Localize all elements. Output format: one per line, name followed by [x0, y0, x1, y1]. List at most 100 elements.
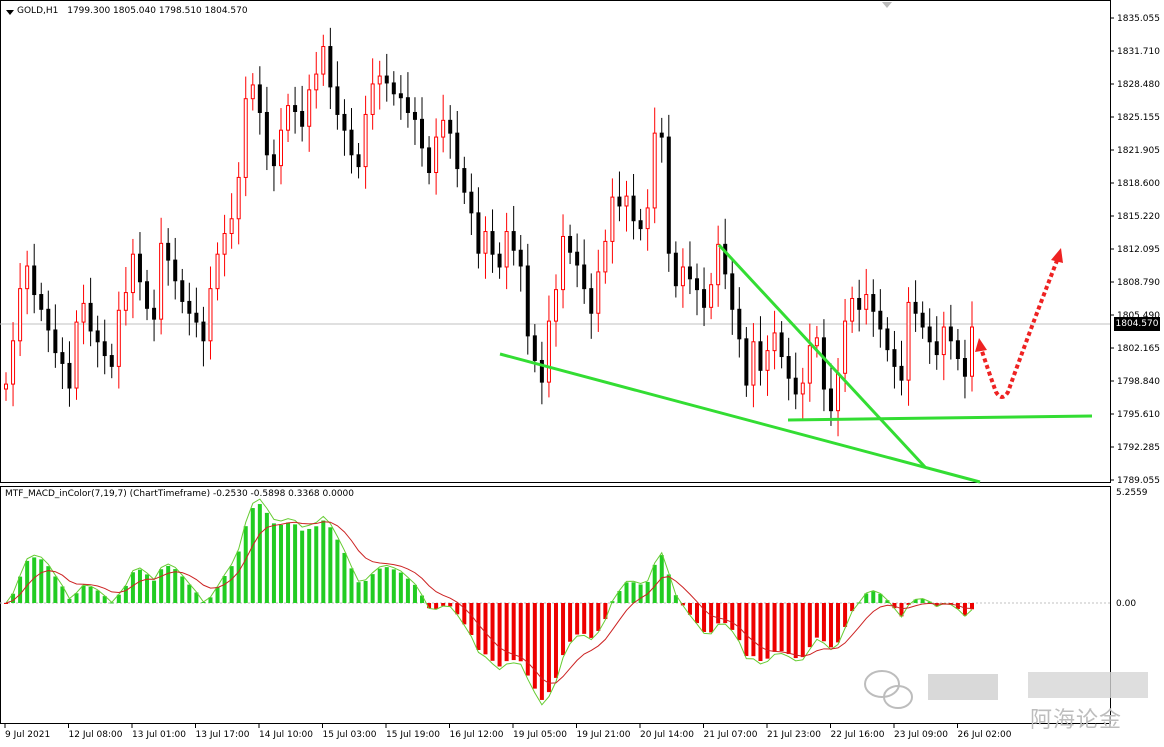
histogram-bar — [645, 581, 650, 603]
histogram-bar — [807, 603, 812, 648]
candle-body — [349, 129, 354, 156]
histogram-bar — [412, 584, 417, 603]
candle-body — [695, 278, 700, 291]
histogram-bar — [257, 504, 262, 603]
candle-body — [518, 249, 523, 267]
histogram-bar — [434, 603, 439, 610]
candle-body — [370, 83, 375, 115]
histogram-bar — [765, 603, 770, 659]
upper-wedge-trendline[interactable] — [717, 243, 927, 469]
candle-body — [589, 288, 594, 314]
histogram-bar — [384, 567, 389, 603]
price-tick-label: 1812.095 — [1117, 245, 1160, 255]
symbol-dropdown-icon[interactable] — [6, 10, 14, 15]
candle-body — [434, 136, 439, 174]
histogram-bar — [553, 603, 558, 678]
histogram-bar — [955, 603, 960, 609]
time-tick-label: 19 Jul 21:00 — [577, 730, 631, 740]
candle-body — [955, 340, 960, 360]
candle-body — [222, 233, 227, 255]
histogram-bar — [828, 603, 833, 648]
candle-body — [800, 382, 805, 395]
candle-body — [391, 82, 396, 95]
candle-body — [793, 377, 798, 395]
histogram-bar — [878, 593, 883, 603]
histogram-bar — [314, 526, 319, 603]
histogram-bar — [222, 576, 227, 603]
histogram-bar — [850, 603, 855, 612]
candle-body — [286, 105, 291, 131]
histogram-bar — [906, 603, 911, 605]
candle-body — [962, 358, 967, 377]
histogram-bar — [836, 603, 841, 643]
candle-body — [709, 284, 714, 308]
histogram-bar — [328, 527, 333, 603]
candle-body — [53, 329, 58, 354]
candle-body — [264, 111, 269, 156]
wechat-icon — [864, 670, 913, 709]
price-tick-label: 1808.790 — [1117, 278, 1160, 288]
time-tick-label: 9 Jul 2021 — [5, 730, 50, 740]
candle-body — [116, 309, 121, 367]
lower-wedge-trendline[interactable] — [499, 352, 981, 484]
histogram-bar — [772, 603, 777, 652]
price-tick-label: 1805.490 — [1117, 311, 1160, 321]
support-trendline[interactable] — [787, 414, 1093, 422]
chart-shift-marker-icon[interactable] — [882, 2, 892, 8]
histogram-bar — [814, 603, 819, 638]
candlestick-series — [4, 27, 974, 437]
histogram-bar — [617, 591, 622, 603]
candle-body — [405, 97, 410, 113]
candle-body — [18, 288, 23, 342]
candle-body — [123, 292, 128, 311]
histogram-bar — [546, 603, 551, 693]
histogram-bar — [596, 603, 601, 631]
chart-header: GOLD,H1 1799.300 1805.040 1798.510 1804.… — [17, 6, 248, 16]
candle-body — [377, 75, 382, 85]
histogram-bar — [723, 603, 728, 624]
histogram-bar — [342, 552, 347, 603]
projection-arrow-start-icon — [975, 338, 987, 352]
histogram-bar — [843, 603, 848, 627]
histogram-bar — [74, 593, 79, 603]
histogram-bar — [427, 603, 432, 609]
histogram-bar — [518, 603, 523, 662]
candle-body — [60, 352, 65, 364]
candle-body — [765, 350, 770, 371]
candle-body — [208, 288, 213, 342]
candle-body — [624, 195, 629, 207]
indicator-zero-label: 0.00 — [1116, 599, 1136, 609]
histogram-bar — [95, 590, 100, 603]
histogram-bar — [102, 596, 107, 603]
candle-body — [81, 302, 86, 323]
histogram-bar — [603, 603, 608, 620]
candle-body — [229, 218, 234, 235]
histogram-bar — [758, 603, 763, 662]
candle-body — [645, 207, 650, 230]
histogram-bar — [11, 593, 16, 603]
time-tick-label: 26 Jul 02:00 — [958, 730, 1012, 740]
histogram-bar — [716, 603, 721, 624]
histogram-bar — [398, 572, 403, 603]
candle-body — [913, 301, 918, 314]
histogram-bar — [927, 601, 932, 603]
histogram-bar — [152, 580, 157, 603]
price-tick-label: 1795.610 — [1117, 410, 1160, 420]
histogram-bar — [81, 585, 86, 603]
macd-histogram — [4, 504, 974, 700]
candle-body — [680, 266, 685, 287]
candle-body — [758, 341, 763, 371]
histogram-bar — [215, 587, 220, 603]
histogram-bar — [166, 565, 171, 603]
candle-body — [483, 231, 488, 254]
candle-body — [828, 388, 833, 412]
projection-arrow[interactable] — [978, 257, 1060, 399]
candle-body — [772, 332, 777, 352]
histogram-bar — [462, 603, 467, 625]
histogram-bar — [568, 603, 573, 642]
histogram-bar — [405, 578, 410, 603]
histogram-bar — [920, 598, 925, 603]
candle-body — [511, 231, 516, 251]
histogram-bar — [4, 603, 8, 604]
histogram-bar — [913, 599, 918, 603]
